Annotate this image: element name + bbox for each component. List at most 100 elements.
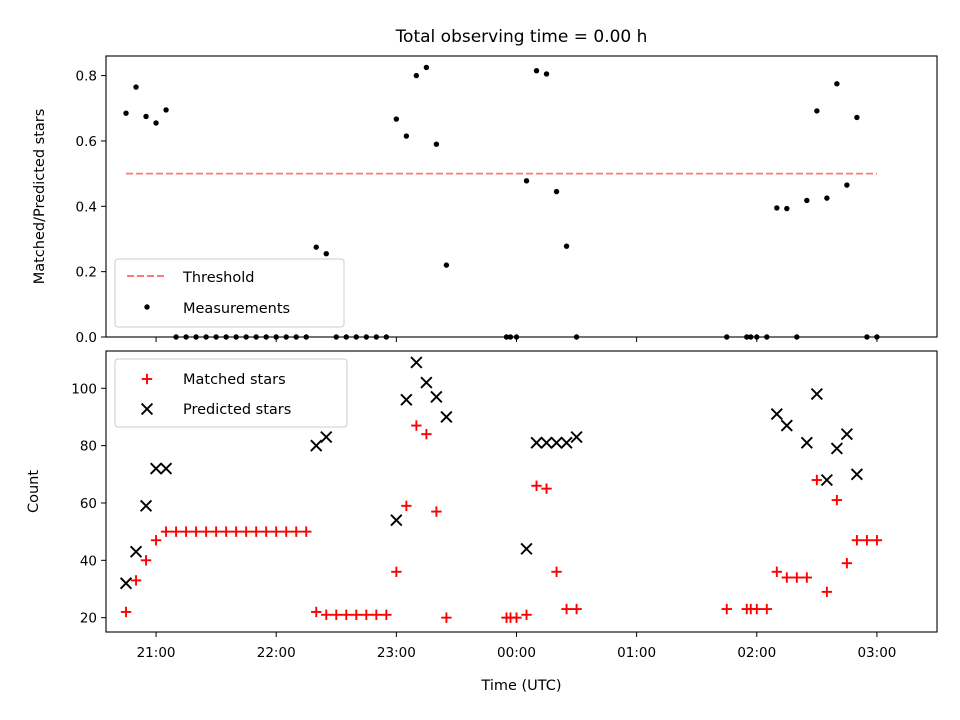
x-tick-label: 02:00 [737, 645, 776, 661]
matched-stars-point [521, 609, 532, 620]
predicted-stars-point [830, 442, 843, 455]
predicted-stars-point [840, 428, 853, 441]
matched-stars-point [250, 526, 262, 537]
matched-stars-point [751, 603, 762, 615]
predicted-stars-point [520, 542, 533, 555]
measurement-point [143, 113, 149, 120]
measurement-point [844, 182, 850, 188]
matched-stars-point [311, 606, 322, 618]
x-tick-label: 03:00 [857, 645, 896, 661]
ratio-panel: Total observing time = 0.00 h 0.00.20.40… [32, 27, 938, 346]
matched-stars-point [721, 603, 732, 615]
matched-stars-point [130, 575, 142, 586]
measurement-point [413, 72, 420, 79]
predicted-stars-point [770, 408, 783, 421]
x-axis-label: Time (UTC) [480, 678, 561, 694]
matched-stars-legend-label: Matched stars [183, 372, 286, 388]
matched-stars-legend-marker [141, 373, 153, 385]
matched-stars-point [180, 526, 192, 537]
ratio-y-tick-label: 0.6 [76, 134, 97, 150]
ratio-y-ticks: 0.0 0.2 0.4 0.6 0.8 [76, 69, 106, 346]
predicted-stars-point [400, 393, 413, 406]
x-tick-label: 22:00 [257, 645, 296, 661]
x-tick-label: 23:00 [377, 645, 416, 661]
matched-stars-point [401, 500, 412, 512]
predicted-stars-point [530, 436, 543, 449]
ratio-y-tick-label: 0.0 [76, 330, 97, 346]
measurement-point [163, 107, 169, 113]
matched-stars-point [841, 557, 853, 569]
predicted-stars-point [410, 356, 423, 369]
predicted-stars-legend-swatch [140, 402, 154, 416]
matched-stars-point [761, 603, 772, 615]
predicted-stars-point [160, 462, 173, 475]
matched-stars-point [210, 526, 222, 537]
matched-stars-legend-swatch [141, 373, 153, 385]
count-y-ticks: 20 40 60 80 100 [71, 381, 106, 627]
predicted-stars-point [780, 419, 793, 432]
measurement-point [784, 205, 790, 212]
predicted-stars-point [320, 430, 333, 444]
measurement-point [533, 68, 540, 74]
matched-stars-point [811, 474, 823, 486]
measurement-point [854, 114, 860, 121]
count-y-axis-label: Count [26, 470, 42, 513]
matched-stars-point [871, 535, 883, 546]
measurement-point [804, 197, 810, 204]
measurement-point [824, 195, 830, 201]
measurement-point [403, 133, 410, 139]
matched-stars-point [240, 526, 252, 537]
count-y-tick-label: 40 [80, 553, 97, 569]
measurement-point [543, 71, 550, 77]
matched-stars-point [160, 526, 172, 537]
matched-stars-point [781, 572, 793, 583]
count-y-tick-label: 80 [80, 439, 97, 455]
matched-stars-point [791, 572, 803, 583]
matched-stars-point [190, 526, 202, 537]
ratio-y-axis-label: Matched/Predicted stars [32, 109, 48, 285]
matched-stars-point [321, 609, 332, 620]
matched-stars-point [561, 603, 572, 615]
ratio-y-tick-label: 0.2 [76, 265, 97, 281]
predicted-stars-point [540, 436, 553, 449]
predicted-stars-point [440, 410, 453, 424]
count-x-ticks: 21:00 22:00 23:00 00:00 01:00 02:00 03:00 [137, 632, 896, 661]
predicted-stars-point [149, 462, 163, 475]
matched-stars-point [230, 526, 242, 537]
count-y-tick-label: 60 [80, 496, 97, 512]
matched-stars-point [120, 606, 132, 618]
count-marks [119, 356, 883, 623]
matched-stars-point [150, 535, 162, 546]
x-tick-label: 01:00 [617, 645, 656, 661]
matched-stars-point [821, 586, 833, 598]
measurement-point [323, 250, 329, 257]
predicted-stars-point [119, 577, 133, 590]
count-legend-box [114, 358, 348, 428]
measurement-point [313, 244, 319, 250]
ratio-x-ticks [155, 337, 878, 342]
measurement-point [393, 116, 400, 122]
predicted-stars-point [139, 499, 153, 512]
predicted-stars-point [420, 376, 433, 389]
predicted-stars-point [850, 468, 863, 481]
matched-stars-point [431, 506, 442, 517]
predicted-stars-point [570, 430, 583, 444]
matched-stars-point [551, 566, 562, 577]
measurement-point [523, 178, 530, 184]
matched-stars-point [200, 526, 212, 537]
x-tick-label: 21:00 [137, 645, 176, 661]
predicted-stars-point [800, 436, 813, 449]
matched-stars-point [851, 535, 863, 546]
predicted-stars-point [560, 436, 573, 449]
matched-stars-point [771, 566, 783, 577]
matched-stars-point [511, 612, 522, 623]
measurements-legend-label: Measurements [183, 301, 290, 317]
measurement-point [774, 205, 780, 211]
matched-stars-point [531, 480, 542, 491]
matched-stars-point [361, 609, 372, 620]
measurement-point [433, 141, 440, 147]
matched-stars-point [271, 526, 282, 537]
matched-stars-point [341, 609, 352, 620]
matched-stars-point [801, 572, 813, 583]
threshold-legend-label: Threshold [182, 270, 254, 286]
